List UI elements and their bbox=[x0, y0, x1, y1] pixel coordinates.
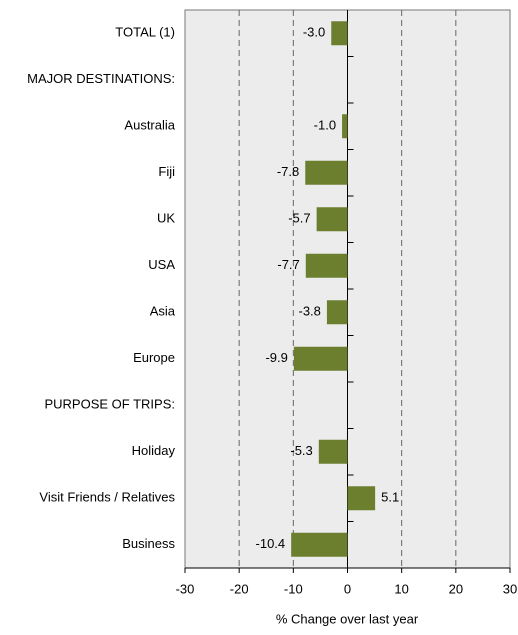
data-label: -7.8 bbox=[277, 164, 299, 179]
x-tick-label: 10 bbox=[394, 581, 408, 596]
x-tick-label: -10 bbox=[284, 581, 303, 596]
y-tick-label: Asia bbox=[150, 304, 176, 319]
bar bbox=[293, 346, 348, 371]
x-axis-label: % Change over last year bbox=[276, 611, 419, 626]
bar bbox=[342, 114, 348, 139]
data-label: -5.7 bbox=[288, 211, 310, 226]
y-tick-label: Fiji bbox=[158, 164, 175, 179]
bar bbox=[291, 532, 348, 557]
bar bbox=[326, 300, 348, 325]
data-label: -3.0 bbox=[303, 25, 325, 40]
y-tick-label: Visit Friends / Relatives bbox=[39, 490, 175, 505]
bar bbox=[316, 207, 348, 232]
x-tick-label: 30 bbox=[503, 581, 517, 596]
x-tick-label: 20 bbox=[449, 581, 463, 596]
y-tick-label: Australia bbox=[124, 118, 175, 133]
x-tick-label: -20 bbox=[230, 581, 249, 596]
y-tick-label: Europe bbox=[133, 350, 175, 365]
data-label: -5.3 bbox=[290, 443, 312, 458]
y-tick-label: MAJOR DESTINATIONS: bbox=[27, 71, 175, 86]
bar bbox=[347, 486, 376, 511]
data-label: -9.9 bbox=[265, 350, 287, 365]
bar bbox=[318, 439, 348, 464]
data-label: -7.7 bbox=[277, 257, 299, 272]
y-tick-label: Holiday bbox=[132, 443, 176, 458]
y-tick-label: TOTAL (1) bbox=[115, 25, 175, 40]
y-tick-label: Business bbox=[122, 536, 175, 551]
bar bbox=[305, 160, 348, 185]
y-tick-label: USA bbox=[148, 257, 175, 272]
data-label: -10.4 bbox=[256, 536, 286, 551]
y-tick-label: UK bbox=[157, 211, 175, 226]
data-label: -3.8 bbox=[299, 304, 321, 319]
x-tick-label: -30 bbox=[176, 581, 195, 596]
bar bbox=[305, 253, 348, 278]
y-tick-label: PURPOSE OF TRIPS: bbox=[44, 397, 175, 412]
x-tick-label: 0 bbox=[344, 581, 351, 596]
data-label: 5.1 bbox=[381, 490, 399, 505]
bar bbox=[331, 21, 348, 46]
data-label: -1.0 bbox=[314, 118, 336, 133]
